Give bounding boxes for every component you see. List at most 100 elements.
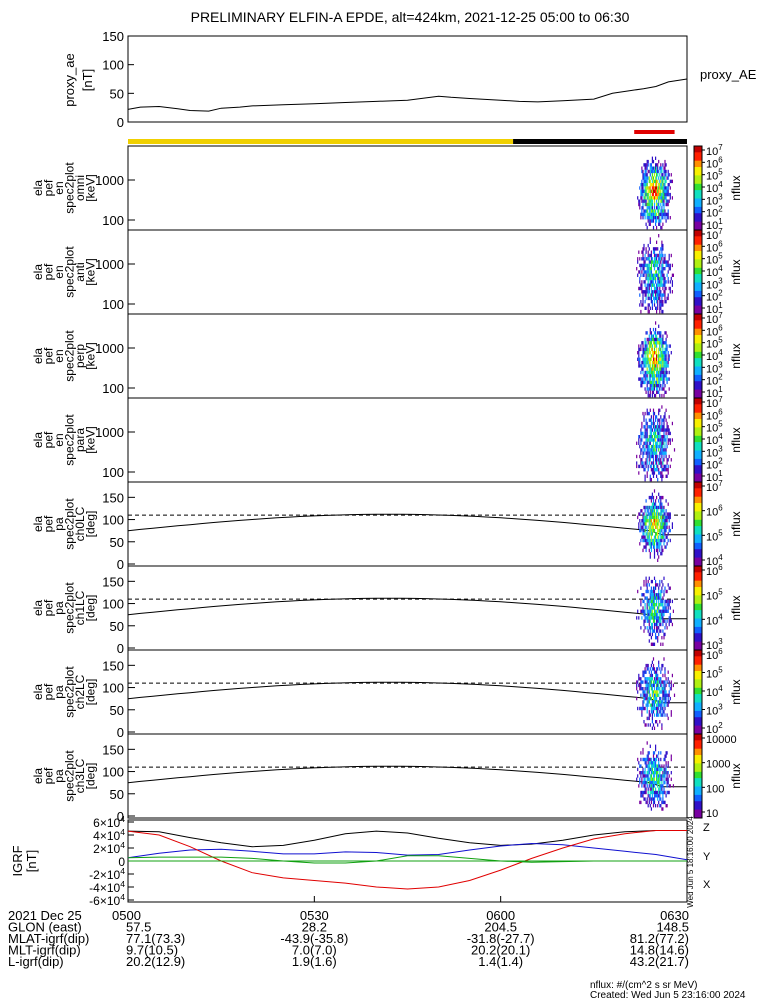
- colorbar-cell: [694, 345, 702, 349]
- colorbar-cell: [694, 616, 702, 619]
- colorbar-cell: [694, 358, 702, 361]
- colorbar-cell: [694, 784, 702, 787]
- colorbar-cell: [694, 259, 702, 262]
- colorbar-cell: [694, 549, 702, 552]
- colorbar-cell: [694, 421, 702, 424]
- colorbar-cell: [694, 647, 702, 651]
- colorbar-cell: [694, 507, 702, 510]
- colorbar-cell: [694, 490, 702, 493]
- colorbar-cell: [694, 433, 702, 437]
- colorbar-cell: [694, 389, 702, 393]
- colorbar-cell: [694, 162, 702, 166]
- colorbar-tick-label: 106: [706, 239, 723, 254]
- colorbar-cell: [694, 773, 702, 777]
- colorbar-cell: [694, 444, 702, 447]
- colorbar-cell: [694, 297, 702, 300]
- colorbar-cell: [694, 557, 702, 561]
- colorbar-tick-label: 107: [706, 395, 723, 410]
- colorbar-cell: [694, 629, 702, 632]
- spec-ylabel-line: spec2plot: [63, 582, 77, 634]
- spec-ylabel-line: [keV]: [84, 342, 98, 369]
- colorbar-cell: [694, 255, 702, 258]
- colorbar-tick-label: 104: [706, 612, 723, 627]
- colorbar-cell: [694, 164, 702, 168]
- colorbar-cell: [694, 631, 702, 634]
- spec-ylabel-line: ch3LC: [73, 758, 87, 793]
- axis-row-value: 148.5: [656, 920, 689, 935]
- colorbar-tick-label: 104: [706, 348, 723, 363]
- colorbar-label: nflux: [729, 427, 743, 452]
- colorbar-tick-label: 107: [706, 479, 723, 494]
- colorbar-cell: [694, 456, 702, 460]
- colorbar-cell: [694, 303, 702, 307]
- colorbar-label: nflux: [729, 175, 743, 200]
- status-bar-black: [513, 139, 687, 144]
- igrf-legend-z: Z: [703, 822, 710, 834]
- colorbar-cell: [694, 461, 702, 464]
- colorbar-cell: [694, 763, 702, 766]
- colorbar-cell: [694, 776, 702, 779]
- pa-ytick-label: 100: [102, 765, 124, 780]
- spec-data: [637, 321, 672, 398]
- colorbar-cell: [694, 343, 702, 346]
- colorbar-cell: [694, 498, 702, 502]
- colorbar-cell: [694, 587, 702, 590]
- pa-ytick-label: 0: [117, 725, 124, 740]
- igrf-ylabel: IGRF: [10, 845, 25, 876]
- colorbar-label: nflux: [729, 511, 743, 536]
- colorbar-cell: [694, 805, 702, 808]
- pa-ytick-label: 100: [102, 513, 124, 528]
- colorbar-cell: [694, 765, 702, 769]
- spec-ylabel-line: spec2plot: [63, 750, 77, 802]
- colorbar-cell: [694, 379, 702, 382]
- colorbar-label: nflux: [729, 259, 743, 284]
- colorbar-cell: [694, 719, 702, 722]
- colorbar-tick-label: 101: [706, 385, 723, 400]
- colorbar-cell: [694, 635, 702, 638]
- colorbar-cell: [694, 580, 702, 584]
- colorbar-cell: [694, 706, 702, 710]
- colorbar-cell: [694, 295, 702, 298]
- colorbar-cell: [694, 807, 702, 811]
- spec-ylabel-line: en: [52, 265, 66, 278]
- spec-panel-frame: [127, 145, 688, 231]
- colorbar-cell: [694, 339, 702, 342]
- colorbar-tick-label: 104: [706, 553, 723, 568]
- colorbar-cell: [694, 641, 702, 645]
- colorbar-cell: [694, 183, 702, 187]
- colorbar-tick-label: 103: [706, 703, 723, 718]
- colorbar-tick-label: 105: [706, 168, 723, 183]
- colorbar-cell: [694, 530, 702, 533]
- colorbar-cell: [694, 362, 702, 365]
- colorbar-cell: [694, 578, 702, 582]
- colorbar-tick-label: 105: [706, 588, 723, 603]
- colorbar-cell: [694, 496, 702, 500]
- spec-ylabel-line: ela: [31, 264, 45, 280]
- colorbar-cell: [694, 267, 702, 271]
- spec-data: [637, 489, 673, 562]
- colorbar-cell: [694, 351, 702, 355]
- colorbar-cell: [694, 601, 702, 605]
- igrf-y-line: [127, 842, 688, 861]
- spec-ylabel-line: pa: [52, 517, 66, 531]
- colorbar-tick-label: 104: [706, 432, 723, 447]
- colorbar-cell: [694, 452, 702, 456]
- colorbar-cell: [694, 526, 702, 529]
- colorbar-cell: [694, 721, 702, 724]
- pa-losscone-curve: [127, 681, 687, 704]
- colorbar-cell: [694, 286, 702, 290]
- colorbar-cell: [694, 782, 702, 785]
- colorbar-cell: [694, 734, 702, 737]
- spec-data: [636, 234, 674, 314]
- colorbar-cell: [694, 620, 702, 624]
- proxy-ae-ytick-label: 50: [110, 86, 124, 101]
- colorbar-cell: [694, 568, 702, 571]
- colorbar-cell: [694, 324, 702, 328]
- colorbar-cell: [694, 792, 702, 796]
- colorbar-cell: [694, 815, 702, 819]
- colorbar-cell: [694, 500, 702, 504]
- colorbar-cell: [694, 710, 702, 714]
- spec-ylabel-line: anti: [73, 262, 87, 281]
- colorbar-cell: [694, 326, 702, 330]
- colorbar-label: nflux: [729, 679, 743, 704]
